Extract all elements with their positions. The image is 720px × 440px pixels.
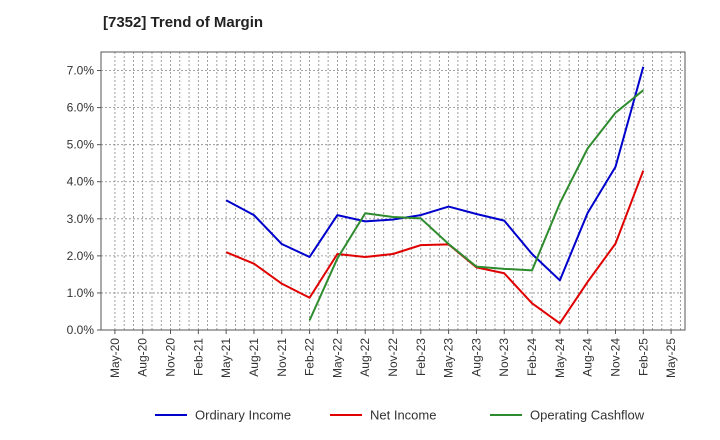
y-tick-label-6: 6.0%: [67, 101, 95, 115]
x-tick-label-9: Aug-22: [358, 338, 372, 377]
y-tick-label-1: 1.0%: [67, 286, 95, 300]
x-tick-label-1: Aug-20: [136, 338, 150, 377]
x-tick-label-17: Aug-24: [581, 338, 595, 377]
y-tick-label-4: 4.0%: [67, 175, 95, 189]
x-tick-label-6: Nov-21: [275, 338, 289, 377]
x-tick-label-15: Feb-24: [525, 338, 539, 376]
series-layer: [225, 66, 645, 325]
legend-label-operating-cashflow: Operating Cashflow: [530, 408, 645, 423]
y-tick-label-5: 5.0%: [67, 138, 95, 152]
x-tick-label-3: Feb-21: [191, 338, 205, 376]
y-tick-label-0: 0.0%: [67, 323, 95, 337]
grid-layer: [101, 52, 685, 331]
x-tick-label-5: Aug-21: [247, 338, 261, 377]
series-line-ordinary-income: [225, 66, 645, 282]
series-line-net-income: [225, 170, 645, 325]
x-tick-label-14: Nov-23: [497, 338, 511, 377]
legend: Ordinary Income Net Income Operating Cashf…: [155, 408, 645, 423]
x-tick-label-8: May-22: [330, 338, 344, 378]
x-tick-label-16: May-24: [553, 338, 567, 378]
x-tick-label-4: May-21: [219, 338, 233, 378]
x-tick-label-10: Nov-22: [386, 338, 400, 377]
y-axis-ticks: 0.0% 1.0% 2.0% 3.0% 4.0% 5.0% 6.0% 7.0%: [67, 64, 101, 337]
x-tick-label-11: Feb-23: [414, 338, 428, 376]
legend-label-net-income: Net Income: [370, 408, 436, 423]
x-tick-label-7: Feb-22: [303, 338, 317, 376]
x-tick-label-12: May-23: [442, 338, 456, 378]
y-tick-label-2: 2.0%: [67, 249, 95, 263]
series-line-operating-cashflow: [308, 89, 644, 321]
y-tick-label-7: 7.0%: [67, 64, 95, 78]
x-tick-label-18: Nov-24: [608, 338, 622, 377]
x-tick-label-2: Nov-20: [164, 338, 178, 377]
x-axis-ticks: May-20 Aug-20 Nov-20 Feb-21 May-21 Aug-21 Nov-…: [108, 330, 678, 378]
x-tick-label-0: May-20: [108, 338, 122, 378]
y-tick-label-3: 3.0%: [67, 212, 95, 226]
chart-title: [7352] Trend of Margin: [103, 14, 264, 31]
x-tick-label-20: May-25: [664, 338, 678, 378]
x-tick-label-13: Aug-23: [469, 338, 483, 377]
legend-label-ordinary-income: Ordinary Income: [195, 408, 291, 423]
x-tick-label-19: Feb-25: [636, 338, 650, 376]
